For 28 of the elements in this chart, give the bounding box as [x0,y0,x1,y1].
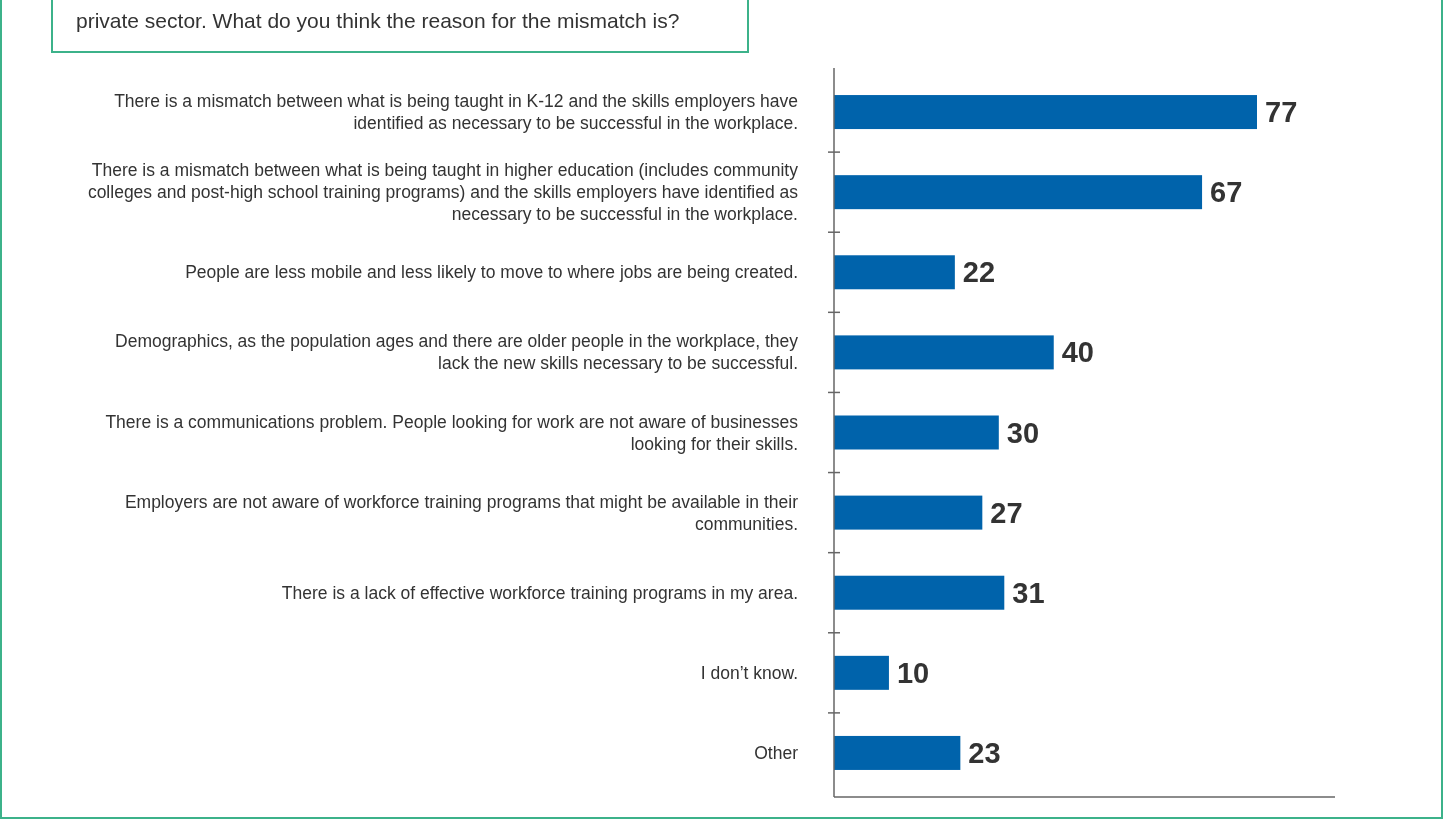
text: private sector. What do you think the reason for the mismatch is? [76,9,680,32]
y-tick-label: There is a lack of effective workforce training programs in my area. [281,582,798,603]
y-tick-label: Employers are not aware of workforce training programs that might be available in their communities. [124,491,799,534]
data-label: 22 [962,256,996,289]
y-tick-label: Other [754,742,799,763]
data-label: 27 [990,496,1023,529]
bar [834,255,955,290]
bar [834,735,961,770]
y-tick-label: There is a mismatch between what is being taught in K-12 and the skills employers have identified as necessary to be successful in the workplace. [114,91,798,134]
bar [834,655,889,690]
bar [834,95,1257,130]
data-label: 31 [1012,576,1045,609]
y-tick-label: There is a communications problem. People looking for work are not aware of businesses looking for their skills. [105,411,799,454]
data-label: 40 [1061,336,1095,369]
bar [834,175,1203,210]
data-label: 67 [1210,176,1243,209]
bar [834,415,999,450]
y-tick-label: Demographics, as the population ages and there are older people in the workplace, they lack the new skills necessary to be successful. [115,331,799,374]
y-tick-label: People are less mobile and less likely to move to where jobs are being created. [185,262,798,283]
bar [834,575,1005,610]
data-label: 77 [1265,96,1298,129]
y-tick-label: I don’t know. [700,662,798,683]
data-label: 23 [968,736,1001,769]
data-label: 30 [1006,416,1040,449]
bar [834,335,1054,370]
y-tick-label: There is a mismatch between what is being taught in higher education (includes community colleges and post-high school training programs) and the skills employers have identified as necessary to be successful in the workplace. [87,160,799,225]
bar [834,495,983,530]
data-label: 10 [896,656,930,689]
